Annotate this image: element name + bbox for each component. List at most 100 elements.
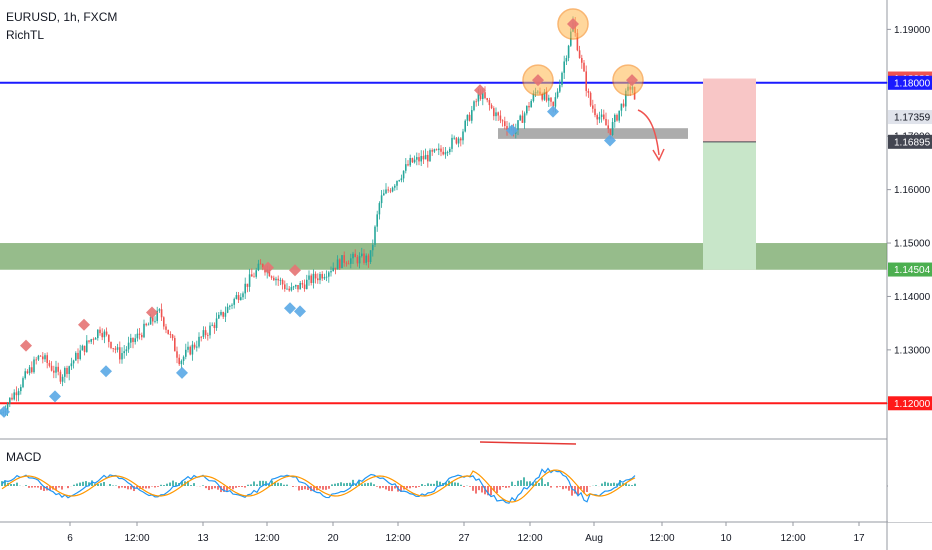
time-tick-label: 12:00 [517,533,542,544]
macd-histogram-bar [496,486,498,494]
candle-body [110,341,112,349]
macd-histogram-bar [346,482,348,486]
macd-histogram-bar [274,481,276,486]
swing-high-marker [567,18,579,31]
macd-histogram-bar [154,486,156,488]
macd-histogram-bar [76,483,78,486]
candle-body [559,85,561,92]
macd-histogram-bar [172,480,174,486]
price-label: 1.18000 [894,78,931,89]
candle-body [99,329,101,334]
candle-body [268,268,271,277]
macd-histogram-bar [118,486,120,489]
macd-histogram-bar [631,485,633,486]
candle-body [70,363,73,367]
macd-histogram-bar [445,482,447,486]
macd-histogram-bar [241,486,243,487]
candle-body [620,103,623,111]
candle-body [352,253,354,259]
macd-histogram-bar [439,481,441,486]
macd-histogram-bar [175,482,177,486]
macd-histogram-bar [415,486,417,488]
macd-histogram-bar [511,481,513,486]
candle-body [97,329,99,339]
candle-body [376,214,378,227]
candle-body [521,115,524,123]
macd-histogram-bar [34,486,36,488]
swing-low-marker [547,105,559,118]
price-label-bg [888,75,932,90]
macd-histogram-bar [559,486,561,487]
macd-histogram-bar [520,480,522,486]
macd-histogram-bar [301,486,303,490]
candle-body [442,151,444,155]
candle-body [576,32,579,51]
macd-histogram-bar [166,483,168,486]
macd-histogram-bar [451,481,453,486]
macd-histogram-bar [577,486,579,496]
candle-body [66,368,68,374]
candle-body [176,351,178,358]
price-label: 1.16895 [894,137,931,148]
price-label-bg [888,134,932,149]
candle-body [473,101,475,111]
candle-body [229,305,231,307]
candle-body [350,258,352,264]
macd-histogram-bar [208,486,210,491]
candle-body [488,100,491,106]
price-label-bg [888,110,932,125]
macd-histogram-bar [322,486,324,490]
candle-body [389,190,392,192]
candle-body [281,279,284,285]
candle-body [457,138,460,144]
candle-body [501,120,504,122]
time-axis[interactable]: 6 12:00 13 12:00 20 12:00 27 12:00 Aug 12:00 10 12:… [67,522,865,544]
macd-histogram-bar [499,486,501,490]
candle-body [396,180,398,186]
candle-body [138,333,141,335]
macd-histogram-bar [304,486,306,490]
candle-body [116,347,119,350]
macd-histogram-bar [610,483,612,486]
candle-body [55,366,57,373]
macd-histogram-bar [358,480,360,486]
candle-body [354,253,356,258]
candle-body [163,317,165,327]
candle-body [134,338,136,343]
candle-body [279,279,282,281]
macd-histogram-bar [487,486,489,496]
candle-body [367,255,370,263]
macd-histogram-bar [490,486,492,496]
macd-histogram-bar [565,486,567,489]
macd-histogram-bar [328,486,330,489]
macd-histogram-bar [145,486,147,489]
candle-body [189,346,191,355]
candle-body [222,311,224,317]
candle-body [209,325,211,336]
macd-histogram-bar [463,486,465,487]
macd-histogram-bar [526,481,528,486]
macd-pane[interactable]: 0.00000 [1,441,931,504]
macd-histogram-bar [493,486,495,491]
swing-low-marker [294,305,306,318]
candle-body [317,278,319,281]
candle-body [424,154,427,160]
macd-label: MACD [6,450,42,464]
candle-body [361,253,363,257]
candle-body [330,271,332,273]
candle-body [405,164,407,171]
candle-body [607,125,609,129]
price-axis[interactable]: 1.190001.180001.170001.160001.150001.140… [887,0,932,522]
time-tick-label: 12:00 [385,533,410,544]
candle-body [39,355,42,357]
price-label-bg [888,396,932,411]
macd-histogram-bar [595,485,597,486]
candle-body [567,45,570,59]
candle-body [147,324,150,326]
candle-body [149,317,152,325]
candle-body [35,359,37,361]
candle-body [248,274,251,287]
swing-high-marker [626,74,638,87]
